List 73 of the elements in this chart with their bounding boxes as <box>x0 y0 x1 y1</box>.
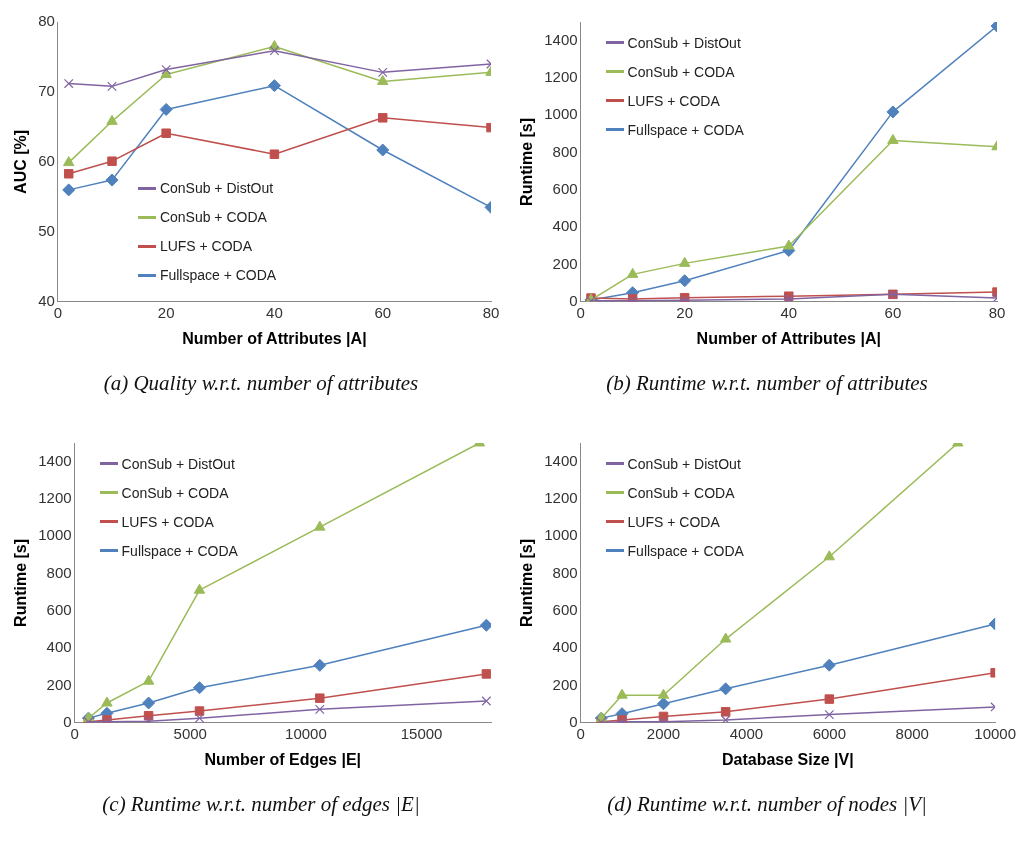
legend-label: ConSub + CODA <box>159 209 267 226</box>
y-tick-label: 1400 <box>38 451 72 469</box>
y-tick-label: 80 <box>38 12 55 30</box>
text: (c) Runtime w.r.t. number of edges |E| <box>101 792 421 817</box>
text: (b) Runtime w.r.t. number of attributes <box>605 371 929 396</box>
legend-label: ConSub + CODA <box>627 484 735 501</box>
y-tick-label: 1200 <box>544 68 578 86</box>
y-tick-label: 60 <box>38 152 55 170</box>
x-tick-label: 40 <box>266 303 283 321</box>
y-tick-label: 800 <box>552 563 578 581</box>
legend-label: Fullspace + CODA <box>627 542 744 559</box>
y-tick-label: 0 <box>63 712 72 730</box>
legend-label: LUFS + CODA <box>627 513 720 530</box>
y-tick-label: 600 <box>46 601 72 619</box>
y-tick-label: 1200 <box>544 489 578 507</box>
y-axis-title: AUC [%] <box>12 129 30 194</box>
y-tick-label: 1000 <box>38 526 72 544</box>
x-axis-title: Number of Attributes |A| <box>696 329 881 347</box>
x-tick-label: 20 <box>676 303 694 321</box>
legend-label: Fullspace + CODA <box>121 542 238 559</box>
x-tick-label: 2000 <box>646 724 681 742</box>
y-tick-label: 1000 <box>544 105 578 123</box>
x-tick-label: 80 <box>482 303 500 321</box>
y-tick-label: 40 <box>38 291 55 309</box>
text: (a) Quality w.r.t. number of attributes <box>102 371 420 396</box>
y-tick-label: 1400 <box>544 451 578 469</box>
legend-label: LUFS + CODA <box>121 513 214 530</box>
y-tick-label: 50 <box>38 221 55 239</box>
y-tick-label: 0 <box>569 712 578 730</box>
x-tick-label: 6000 <box>812 724 846 742</box>
y-tick-label: 200 <box>552 254 578 272</box>
y-tick-label: 200 <box>46 675 72 693</box>
y-tick-label: 600 <box>552 601 578 619</box>
legend-label: ConSub + DistOut <box>627 455 741 472</box>
text: (d) Runtime w.r.t. number of nodes |V| <box>606 792 928 817</box>
x-tick-label: 60 <box>884 303 902 321</box>
legend-label: LUFS + CODA <box>159 238 253 255</box>
x-tick-label: 40 <box>780 303 798 321</box>
x-axis-title: Number of Edges |E| <box>204 750 362 768</box>
legend-label: ConSub + DistOut <box>627 34 741 51</box>
legend-label: ConSub + DistOut <box>159 180 274 197</box>
legend-label: Fullspace + CODA <box>159 267 277 284</box>
y-tick-label: 70 <box>38 82 55 100</box>
y-tick-label: 400 <box>552 217 578 235</box>
x-tick-label: 60 <box>374 303 392 321</box>
y-tick-label: 800 <box>552 142 578 160</box>
x-tick-label: 80 <box>988 303 1006 321</box>
x-tick-label: 8000 <box>895 724 929 742</box>
y-tick-label: 1200 <box>38 489 72 507</box>
y-tick-label: 0 <box>569 291 578 309</box>
y-tick-label: 600 <box>552 180 578 198</box>
y-tick-label: 400 <box>552 638 578 656</box>
x-axis-title: Number of Attributes |A| <box>182 329 367 347</box>
legend-label: ConSub + CODA <box>121 484 229 501</box>
legend-label: ConSub + DistOut <box>121 455 235 472</box>
y-tick-label: 400 <box>46 638 72 656</box>
y-tick-label: 1000 <box>544 526 578 544</box>
y-tick-label: 1400 <box>544 30 578 48</box>
x-tick-label: 20 <box>157 303 175 321</box>
legend-label: LUFS + CODA <box>627 92 720 109</box>
legend-label: ConSub + CODA <box>627 63 735 80</box>
x-tick-label: 15000 <box>400 724 443 742</box>
y-axis-title: Runtime [s] <box>518 538 536 627</box>
x-axis-title: Database Size |V| <box>722 750 854 768</box>
y-axis-title: Runtime [s] <box>12 538 30 627</box>
x-tick-label: 5000 <box>173 724 207 742</box>
x-tick-label: 10000 <box>974 724 1016 742</box>
y-tick-label: 200 <box>552 675 578 693</box>
y-tick-label: 800 <box>46 563 72 581</box>
x-tick-label: 10000 <box>285 724 327 742</box>
legend-label: Fullspace + CODA <box>627 121 744 138</box>
y-axis-title: Runtime [s] <box>518 117 536 206</box>
x-tick-label: 4000 <box>729 724 764 742</box>
